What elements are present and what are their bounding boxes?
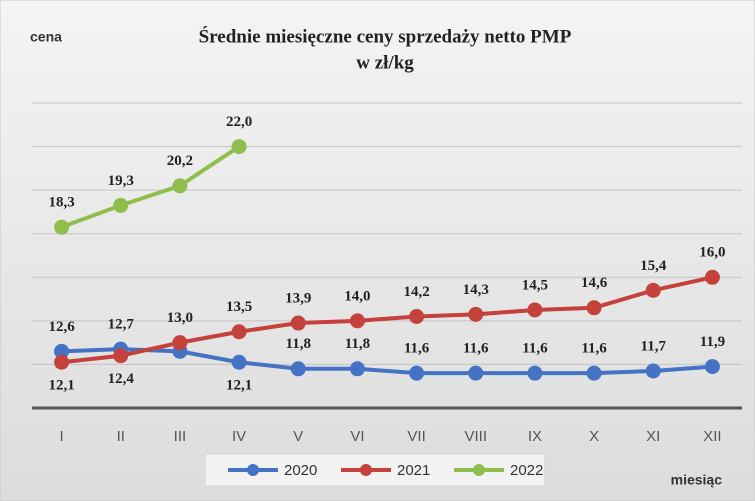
data-label: 22,0 (226, 114, 252, 130)
x-tick-label: VIII (464, 428, 487, 445)
data-label: 13,0 (167, 310, 193, 326)
x-tick-label: III (174, 428, 187, 445)
series-line (61, 275, 713, 365)
data-label: 12,4 (108, 371, 135, 387)
chart-subtitle: w zł/kg (356, 52, 414, 73)
marker (409, 309, 425, 324)
marker (54, 354, 70, 370)
series-line (60, 144, 241, 230)
data-label: 12,7 (108, 317, 135, 333)
marker (349, 313, 365, 329)
marker (349, 361, 365, 377)
marker (231, 324, 247, 340)
data-label: 11,7 (641, 338, 667, 354)
marker (172, 178, 188, 194)
x-tick-label: IX (528, 428, 542, 445)
x-tick-label: I (59, 428, 63, 445)
x-tick-label: XI (646, 428, 660, 445)
marker (527, 365, 543, 381)
data-label: 11,6 (581, 341, 607, 357)
data-label: 19,3 (108, 173, 134, 189)
data-label: 12,1 (226, 378, 252, 394)
x-axis-label: miesiąc (671, 472, 723, 488)
data-label: 13,5 (226, 299, 252, 315)
data-label: 12,6 (48, 319, 75, 335)
chart-title: Średnie miesięczne ceny sprzedaży netto … (199, 25, 572, 47)
data-label: 11,8 (345, 336, 370, 352)
x-tick-label: VII (407, 428, 425, 445)
legend-marker (360, 464, 372, 476)
data-label: 12,1 (48, 378, 74, 394)
marker (172, 335, 188, 351)
marker (231, 354, 247, 370)
data-label: 14,6 (581, 275, 608, 291)
marker (409, 365, 425, 381)
marker (704, 359, 720, 375)
x-tick-label: X (589, 428, 599, 445)
marker (290, 361, 306, 377)
marker (645, 363, 661, 379)
marker (113, 197, 129, 213)
legend-marker (473, 464, 485, 476)
marker (645, 282, 661, 298)
marker (468, 365, 484, 381)
legend-marker (247, 464, 259, 476)
data-label: 14,0 (344, 288, 370, 304)
legend-label: 2021 (397, 462, 430, 479)
marker (586, 365, 602, 381)
data-label: 14,5 (522, 277, 548, 293)
legend-label: 2022 (510, 462, 543, 479)
data-label: 16,0 (699, 245, 725, 261)
x-tick-label: VI (350, 428, 364, 445)
data-label: 15,4 (640, 258, 667, 274)
legend-label: 2020 (284, 462, 317, 479)
data-label: 11,6 (522, 341, 548, 357)
marker (527, 302, 543, 318)
marker (231, 139, 247, 155)
marker (54, 219, 70, 235)
data-label: 14,2 (403, 284, 429, 300)
data-label: 18,3 (48, 195, 74, 211)
marker (290, 315, 306, 331)
x-tick-label: V (293, 428, 303, 445)
data-label: 11,8 (286, 336, 311, 352)
marker (54, 343, 70, 359)
y-axis-label: cena (30, 29, 62, 45)
data-label: 11,6 (404, 341, 430, 357)
data-label: 11,6 (463, 341, 489, 357)
data-label: 13,9 (285, 290, 311, 306)
marker (704, 269, 720, 285)
data-label: 11,9 (700, 334, 725, 350)
marker (113, 348, 129, 364)
x-tick-label: XII (703, 428, 721, 445)
marker (586, 300, 602, 316)
marker (468, 306, 484, 322)
x-tick-label: II (117, 428, 125, 445)
data-label: 14,3 (463, 282, 489, 298)
x-tick-label: IV (232, 428, 246, 445)
data-label: 20,2 (167, 153, 193, 169)
series-line (61, 347, 713, 376)
